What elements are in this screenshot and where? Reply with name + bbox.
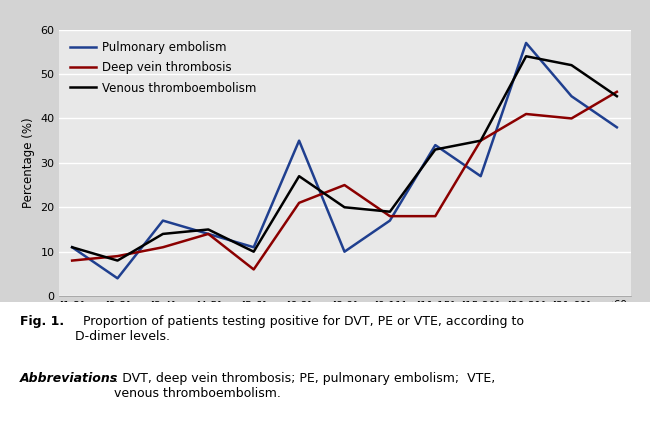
Text: Proportion of patients testing positive for DVT, PE or VTE, according to
D-dimer: Proportion of patients testing positive …	[75, 315, 524, 343]
Text: Fig. 1.: Fig. 1.	[20, 315, 64, 328]
Y-axis label: Percentage (%): Percentage (%)	[21, 118, 34, 208]
Text: Abbreviations: Abbreviations	[20, 372, 118, 385]
Legend: Pulmonary embolism, Deep vein thrombosis, Venous thromboembolism: Pulmonary embolism, Deep vein thrombosis…	[64, 36, 263, 101]
Text: : DVT, deep vein thrombosis; PE, pulmonary embolism;  VTE,
venous thromboembolis: : DVT, deep vein thrombosis; PE, pulmona…	[114, 372, 495, 400]
Text: D-dimer levels (Number of times above upper normal range): D-dimer levels (Number of times above up…	[164, 355, 525, 368]
